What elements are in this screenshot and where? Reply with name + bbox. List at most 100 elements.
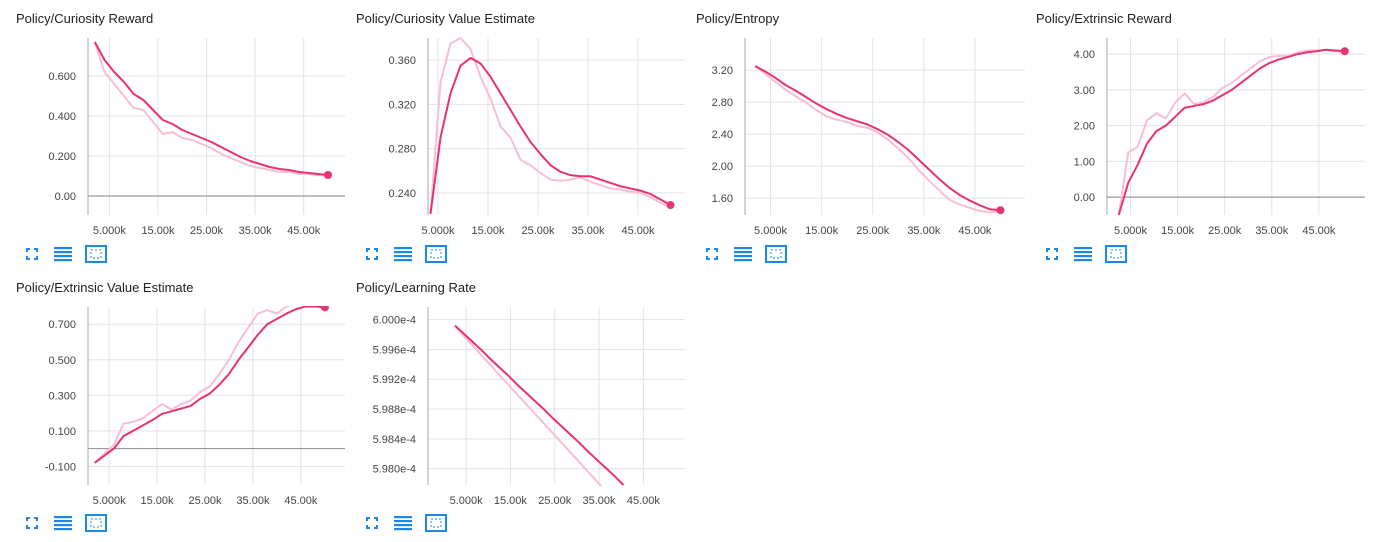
data-table-button[interactable] — [1074, 247, 1092, 262]
chart-card: Policy/Extrinsic Reward 0.00 1.00 2.00 3.00 4… — [1036, 11, 1365, 263]
icon-shape — [54, 251, 72, 254]
fullscreen-button[interactable] — [1046, 248, 1058, 260]
fit-domain-button[interactable] — [425, 245, 447, 263]
line — [454, 324, 625, 486]
x-tick-label: 5.000k — [421, 225, 455, 237]
last-point-marker — [996, 206, 1005, 215]
x-tick-label: 25.00k — [521, 225, 555, 237]
y-tick-label: 2.00 — [712, 161, 733, 173]
icon-shape — [394, 524, 412, 527]
x-tick-label: 15.00k — [805, 225, 839, 237]
fit-domain-button[interactable] — [85, 514, 107, 532]
icon-shape — [394, 255, 412, 258]
icon-shape — [1074, 255, 1092, 258]
x-tick-label: 5.000k — [93, 495, 127, 507]
chart-title: Policy/Learning Rate — [356, 280, 476, 295]
icon-shape — [770, 249, 782, 259]
icon-shape — [1110, 249, 1122, 259]
plot-area — [454, 324, 625, 486]
icon-shape — [1074, 247, 1092, 250]
fullscreen-button[interactable] — [706, 248, 718, 260]
line — [1117, 48, 1345, 216]
last-point-marker — [1340, 47, 1349, 56]
x-tick-label: 35.00k — [907, 225, 941, 237]
x-tick-label: 15.00k — [141, 225, 175, 237]
plot-area — [754, 65, 1005, 215]
last-point-marker — [666, 201, 675, 210]
icon-shape — [1105, 245, 1127, 263]
icon-shape — [366, 517, 378, 529]
x-tick-label: 45.00k — [1302, 225, 1336, 237]
chart-title: Policy/Extrinsic Value Estimate — [16, 280, 194, 295]
line — [94, 306, 325, 464]
data-table-button[interactable] — [54, 516, 72, 531]
fullscreen-button[interactable] — [366, 517, 378, 529]
y-tick-label: 0.200 — [48, 151, 76, 163]
fullscreen-button[interactable] — [366, 248, 378, 260]
icon-shape — [734, 259, 752, 262]
plot-area — [93, 41, 332, 179]
y-tick-label: 2.00 — [1074, 121, 1095, 133]
icon-shape — [1074, 259, 1092, 262]
line — [93, 41, 329, 176]
y-tick-label: 0.280 — [388, 144, 416, 156]
x-tick-label: 25.00k — [856, 225, 890, 237]
x-tick-label: 5.000k — [754, 225, 788, 237]
y-tick-label: 5.988e-4 — [373, 404, 416, 416]
y-tick-label: 0.500 — [48, 355, 76, 367]
fit-domain-button[interactable] — [425, 514, 447, 532]
y-tick-label: 5.992e-4 — [373, 374, 416, 386]
icon-shape — [90, 249, 102, 259]
fit-domain-button[interactable] — [85, 245, 107, 263]
y-tick-label: 3.20 — [712, 65, 733, 77]
line — [754, 65, 1001, 214]
data-table-button[interactable] — [54, 247, 72, 262]
icon-shape — [394, 520, 412, 523]
icon-shape — [54, 520, 72, 523]
x-tick-label: 35.00k — [571, 225, 605, 237]
plot-area — [429, 37, 675, 215]
fit-domain-button[interactable] — [1105, 245, 1127, 263]
y-tick-label: 5.984e-4 — [373, 434, 416, 446]
icon-shape — [430, 249, 442, 259]
plot-area — [1117, 47, 1349, 216]
fullscreen-button[interactable] — [26, 248, 38, 260]
data-table-button[interactable] — [394, 516, 412, 531]
last-point-marker — [323, 171, 332, 179]
fullscreen-button[interactable] — [26, 517, 38, 529]
y-tick-label: 0.360 — [388, 55, 416, 67]
line — [94, 306, 326, 464]
line — [429, 37, 671, 214]
y-tick-label: 0.00 — [55, 191, 76, 203]
line — [454, 324, 603, 486]
x-tick-label: 45.00k — [627, 495, 661, 507]
icon-shape — [394, 528, 412, 531]
icon-shape — [734, 247, 752, 250]
y-tick-label: 0.600 — [48, 71, 76, 83]
icon-shape — [394, 259, 412, 262]
x-tick-label: 25.00k — [190, 225, 224, 237]
y-tick-label: 4.00 — [1074, 49, 1095, 61]
x-tick-label: 35.00k — [1255, 225, 1289, 237]
y-tick-label: 0.400 — [48, 111, 76, 123]
x-tick-label: 35.00k — [583, 495, 617, 507]
icon-shape — [54, 524, 72, 527]
line — [1117, 48, 1345, 216]
line — [429, 56, 671, 215]
line — [754, 65, 1001, 212]
x-tick-label: 45.00k — [284, 495, 318, 507]
icon-shape — [26, 517, 38, 529]
x-tick-label: 45.00k — [287, 225, 321, 237]
data-table-button[interactable] — [394, 247, 412, 262]
x-tick-label: 15.00k — [494, 495, 528, 507]
plot-area — [94, 306, 329, 464]
y-tick-label: -0.100 — [45, 461, 76, 473]
icon-shape — [734, 255, 752, 258]
x-tick-label: 5.000k — [1114, 225, 1148, 237]
data-table-button[interactable] — [734, 247, 752, 262]
x-tick-label: 25.00k — [188, 495, 222, 507]
fit-domain-button[interactable] — [765, 245, 787, 263]
x-tick-label: 5.000k — [93, 225, 127, 237]
chart-card: Policy/Curiosity Value Estimate 0.240 0.28… — [356, 11, 685, 263]
icon-shape — [54, 528, 72, 531]
